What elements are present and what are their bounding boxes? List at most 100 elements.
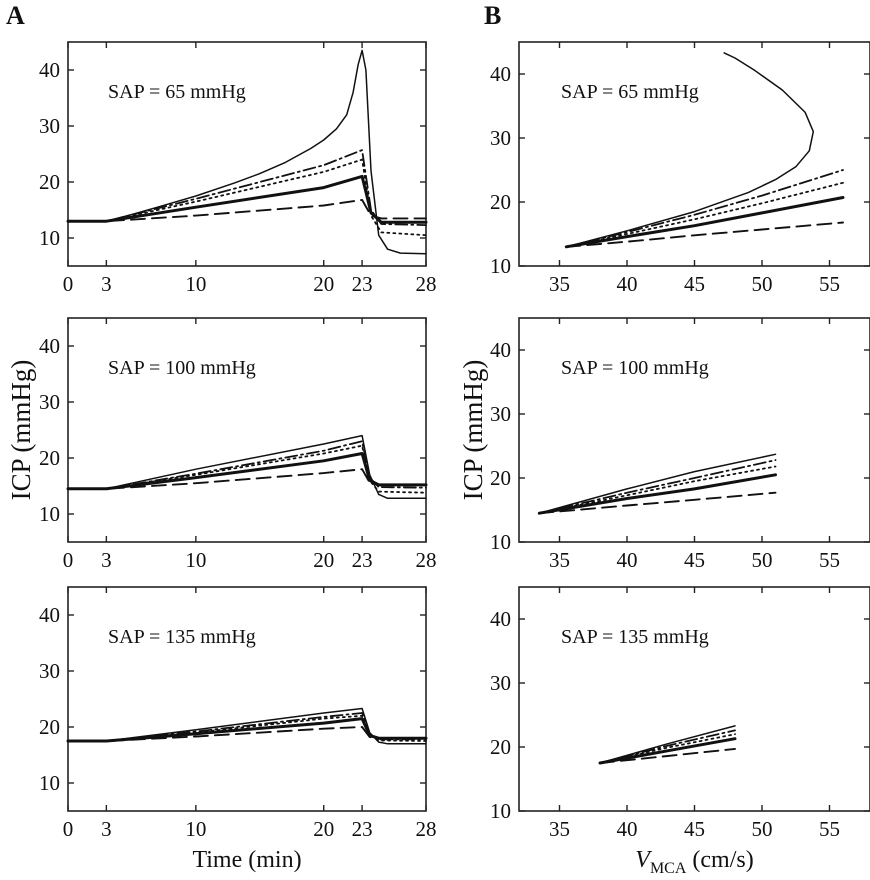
x-tick-label: 10 xyxy=(185,817,206,841)
x-tick-label: 23 xyxy=(352,548,373,572)
x-tick-label: 3 xyxy=(101,272,112,296)
x-tick-label: 23 xyxy=(352,272,373,296)
panel-letter: A xyxy=(6,1,25,30)
y-tick-label: 40 xyxy=(39,603,60,627)
x-axis-label: Time (min) xyxy=(192,847,301,873)
sap-annotation: SAP = 65 mmHg xyxy=(108,81,246,103)
x-tick-label: 50 xyxy=(752,817,773,841)
y-tick-label: 30 xyxy=(39,390,60,414)
x-tick-label: 3 xyxy=(101,817,112,841)
series-line-dotted xyxy=(67,158,427,237)
series-line-solid-thin xyxy=(67,434,427,500)
x-tick-label: 20 xyxy=(313,548,334,572)
y-axis-label: ICP (mmHg) xyxy=(458,360,488,501)
y-tick-label: 10 xyxy=(490,799,511,823)
series-line-solid-thick xyxy=(66,717,428,743)
y-tick-label: 30 xyxy=(490,402,511,426)
series-line-solid-thin xyxy=(599,725,736,764)
series-line-dotted xyxy=(565,181,844,248)
series-line-dashed xyxy=(67,468,427,490)
plot-frame xyxy=(518,586,870,812)
x-tick-label: 20 xyxy=(313,817,334,841)
x-tick-label: 3 xyxy=(101,548,112,572)
x-tick-label: 45 xyxy=(684,272,705,296)
y-tick-label: 30 xyxy=(490,671,511,695)
panel-A3: 10 20 30 40 0 3 10 20 23 28 SAP = 135 mmHg Time (mi… xyxy=(39,586,437,873)
series-line-solid-thin xyxy=(565,52,815,248)
series-line-dashed xyxy=(565,221,844,248)
x-axis-label: VMCA (cm/s) xyxy=(635,847,753,877)
y-tick-label: 40 xyxy=(490,338,511,362)
plot-frame xyxy=(67,586,427,812)
x-tick-label: 40 xyxy=(617,817,638,841)
y-axis-label: ICP (mmHg) xyxy=(6,360,36,501)
sap-annotation: SAP = 135 mmHg xyxy=(108,626,256,648)
x-tick-label: 35 xyxy=(549,817,570,841)
y-tick-label: 20 xyxy=(490,735,511,759)
x-tick-label: 28 xyxy=(416,817,437,841)
y-tick-label: 10 xyxy=(490,254,511,278)
y-tick-label: 10 xyxy=(39,502,60,526)
y-tick-label: 20 xyxy=(490,466,511,490)
series-line-dotted xyxy=(538,465,777,515)
y-tick-label: 10 xyxy=(39,771,60,795)
y-tick-label: 40 xyxy=(490,62,511,86)
plot-frame xyxy=(67,41,427,267)
x-tick-label: 0 xyxy=(63,817,74,841)
series-line-solid-thick xyxy=(564,196,845,249)
series-line-solid-thick xyxy=(598,737,737,765)
x-tick-label: 40 xyxy=(617,272,638,296)
y-tick-label: 30 xyxy=(39,659,60,683)
y-tick-label: 40 xyxy=(39,58,60,82)
plot-frame xyxy=(518,41,870,267)
y-tick-label: 10 xyxy=(39,226,60,250)
x-tick-label: 23 xyxy=(352,817,373,841)
sap-annotation: SAP = 100 mmHg xyxy=(108,357,256,379)
sap-annotation: SAP = 65 mmHg xyxy=(561,81,699,103)
x-tick-label: 10 xyxy=(185,272,206,296)
x-tick-label: 10 xyxy=(185,548,206,572)
panel-letter: B xyxy=(484,1,501,30)
panel-B1: 10 20 30 40 35 40 45 50 55 SAP = 65 mmHg B xyxy=(484,1,870,296)
series-line-solid-thin xyxy=(67,49,427,255)
x-tick-label: 20 xyxy=(313,272,334,296)
x-tick-label: 50 xyxy=(752,548,773,572)
x-tick-label: 28 xyxy=(416,548,437,572)
series-line-solid-thick xyxy=(537,473,777,515)
series-line-dashdot xyxy=(538,459,777,515)
x-tick-label: 45 xyxy=(684,817,705,841)
x-tick-label: 28 xyxy=(416,272,437,296)
series-line-solid-thin xyxy=(538,453,777,514)
x-tick-label: 0 xyxy=(63,548,74,572)
panel-A2: 10 20 30 40 0 3 10 20 23 28 SAP = 100 mmHg ICP (mmH… xyxy=(6,317,437,572)
y-tick-label: 30 xyxy=(39,114,60,138)
y-tick-label: 20 xyxy=(39,715,60,739)
y-tick-label: 20 xyxy=(39,170,60,194)
panel-A1: 10 20 30 40 0 3 10 20 23 28 SAP = 65 mmHg A xyxy=(6,1,437,296)
series-line-dashed xyxy=(67,198,427,223)
sap-annotation: SAP = 100 mmHg xyxy=(561,357,709,379)
x-tick-label: 40 xyxy=(617,548,638,572)
x-tick-label: 55 xyxy=(819,817,840,841)
series-line-dashdot xyxy=(565,169,844,248)
series-line-solid-thick xyxy=(66,174,428,224)
x-tick-label: 35 xyxy=(549,272,570,296)
x-tick-label: 45 xyxy=(684,548,705,572)
sap-annotation: SAP = 135 mmHg xyxy=(561,626,709,648)
y-tick-label: 30 xyxy=(490,126,511,150)
x-tick-label: 35 xyxy=(549,548,570,572)
series-line-dashed xyxy=(67,726,427,742)
x-tick-label: 0 xyxy=(63,272,74,296)
panel-B3: 10 20 30 40 35 40 45 50 55 SAP = 135 mmHg VMCA (cm… xyxy=(490,586,870,877)
x-tick-label: 55 xyxy=(819,548,840,572)
x-tick-label: 50 xyxy=(752,272,773,296)
y-tick-label: 10 xyxy=(490,530,511,554)
series-line-dashdot xyxy=(599,729,736,764)
x-tick-label: 55 xyxy=(819,272,840,296)
y-tick-label: 20 xyxy=(39,446,60,470)
series-line-dotted xyxy=(599,733,736,764)
series-line-dashed xyxy=(599,747,736,764)
y-tick-label: 40 xyxy=(490,607,511,631)
y-tick-label: 40 xyxy=(39,334,60,358)
